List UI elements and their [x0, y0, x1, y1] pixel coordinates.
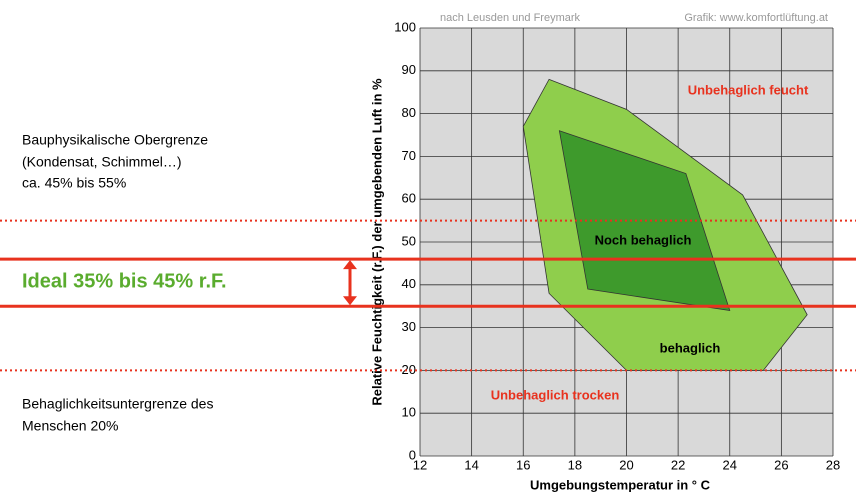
zone-label: behaglich	[660, 340, 721, 355]
source-note: nach Leusden und Freymark	[440, 12, 581, 24]
y-tick-label: 20	[402, 362, 416, 377]
note: Behaglichkeitsuntergrenze des	[22, 396, 213, 412]
note: Bauphysikalische Obergrenze	[22, 132, 208, 148]
x-tick-label: 28	[826, 457, 840, 472]
y-tick-label: 90	[402, 62, 416, 77]
x-tick-label: 26	[774, 457, 788, 472]
note: Menschen 20%	[22, 418, 119, 434]
note: ca. 45% bis 55%	[22, 175, 126, 191]
zone-label: Noch behaglich	[595, 232, 692, 247]
y-tick-label: 30	[402, 319, 416, 334]
y-tick-label: 100	[394, 19, 416, 34]
ideal-label: Ideal 35% bis 45% r.F.	[22, 270, 227, 292]
x-tick-label: 22	[671, 457, 685, 472]
note: (Kondensat, Schimmel…)	[22, 154, 182, 170]
zone-label: Unbehaglich trocken	[491, 387, 620, 402]
x-tick-label: 24	[723, 457, 737, 472]
credit: Grafik: www.komfortlüftung.at	[684, 12, 828, 24]
x-tick-label: 18	[568, 457, 582, 472]
y-tick-label: 0	[409, 447, 416, 462]
zone	[558, 130, 731, 311]
y-tick-label: 10	[402, 405, 416, 420]
zone-label: Unbehaglich feucht	[688, 82, 809, 97]
x-tick-label: 12	[413, 457, 427, 472]
x-tick-label: 20	[619, 457, 633, 472]
y-tick-label: 50	[402, 233, 416, 248]
x-axis-label: Umgebungstemperatur in ° C	[530, 477, 711, 492]
y-axis-label: Relative Feuchtigkeit (r.F.) der umgeben…	[369, 78, 384, 406]
y-tick-label: 70	[402, 148, 416, 163]
y-tick-label: 40	[402, 276, 416, 291]
y-tick-label: 80	[402, 105, 416, 120]
y-tick-label: 60	[402, 191, 416, 206]
x-tick-label: 14	[464, 457, 478, 472]
x-tick-label: 16	[516, 457, 530, 472]
